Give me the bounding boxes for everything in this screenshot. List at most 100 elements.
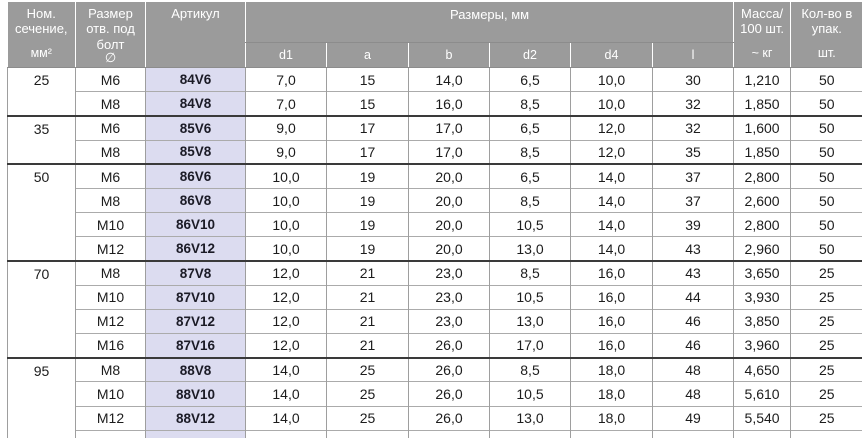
cell-dim-l: 35: [651, 139, 734, 165]
header-section-unit: мм²: [30, 46, 52, 61]
cell-dim-l: 43: [651, 236, 734, 261]
cell-bolt-size: M8: [75, 91, 146, 116]
cell-mass: 4,650: [733, 356, 791, 382]
cell-dim-a: 19: [326, 212, 409, 237]
cell-article: 85V8: [145, 139, 246, 165]
header-article-title: Артикул: [171, 6, 220, 21]
cell-dim-d1: 10,0: [245, 187, 327, 213]
cell-dim-l: 32: [651, 91, 734, 116]
header-dim-d1: d1: [245, 42, 327, 69]
cell-mass: 3,650: [733, 259, 791, 286]
cell-dim-d2: 8,5: [489, 259, 571, 286]
cell-bolt-size: M8: [75, 259, 146, 286]
cell-qty: 50: [790, 212, 862, 237]
cell-dim-d2: 6,5: [489, 163, 571, 189]
cell-dim: [651, 429, 734, 438]
header-row-main: Ном. сечение, мм² Размер отв. под болт ∅: [7, 2, 862, 68]
cell-article: 84V8: [145, 91, 246, 116]
table-row: 70 M8 87V8 12,0 21 23,0 8,5 16,0 43 3,650 25: [7, 259, 862, 358]
cell-dim-d1: 10,0: [245, 163, 327, 189]
cell-mass: 5,540: [733, 405, 791, 431]
cell-qty: 25: [790, 259, 862, 286]
header-mass-column: Масса/ 100 шт. ~ кг: [733, 2, 791, 68]
cell-dim-d4: 18,0: [570, 405, 653, 431]
cell-bolt-size: M6: [75, 67, 146, 92]
cell-dim-l: 49: [651, 405, 734, 431]
cell-mass: [733, 429, 791, 438]
cell-article: 88V12: [145, 405, 246, 431]
cell-dim-a: 19: [326, 236, 409, 261]
cell-bolt-size: M10: [75, 381, 146, 407]
header-bolt-line1: Размер: [88, 6, 133, 21]
cell-article: 86V12: [145, 236, 246, 261]
cell-qty: 25: [790, 333, 862, 358]
cell-mass: 1,600: [733, 114, 791, 141]
cell-dim-d1: 9,0: [245, 139, 327, 165]
table-row: M8 85V8 9,0 17 17,0 8,5 12,0 35 1,850 50: [8, 139, 862, 165]
cell-mass: 1,210: [733, 67, 791, 92]
cell-bolt-size: M16: [75, 333, 146, 358]
cell-bolt-size: M10: [75, 284, 146, 310]
cell-dim-a: 25: [326, 405, 409, 431]
cell-mass: 2,600: [733, 187, 791, 213]
cell-dim-l: 48: [651, 356, 734, 382]
cell-dim-b: 17,0: [408, 139, 490, 165]
table-row: M12 86V12 10,0 19 20,0 13,0 14,0 43 2,960 50: [8, 236, 862, 261]
header-section-column: Ном. сечение, мм²: [7, 2, 76, 68]
cell-dim-l: 43: [651, 259, 734, 286]
table-row: 95 M8 88V8 14,0 25 26,0 8,5 18,0 48 4,650 25: [7, 356, 862, 438]
header-bolt-line2: отв. под: [86, 21, 135, 37]
cell-qty: 25: [790, 284, 862, 310]
cell-dim-d4: 10,0: [570, 91, 653, 116]
cell-section: 50: [7, 163, 76, 261]
table-row: M10 87V10 12,0 21 23,0 10,5 16,0 44 3,930 25: [8, 284, 862, 310]
table-body: 25 M6 84V6 7,0 15 14,0 6,5 10,0 30 1,210 50 M8 84V8 7…: [7, 67, 862, 438]
cell-dim-d1: 14,0: [245, 356, 327, 382]
cell-dim-l: 48: [651, 381, 734, 407]
table-header: Ном. сечение, мм² Размер отв. под болт ∅: [7, 2, 862, 69]
header-mass-unit: ~ кг: [751, 46, 773, 61]
cell-dim-d4: 14,0: [570, 187, 653, 213]
cell-mass: 3,930: [733, 284, 791, 310]
cell-dim-d2: 8,5: [489, 356, 571, 382]
cell-dim-d2: 17,0: [489, 333, 571, 358]
cell-dim-d1: 7,0: [245, 67, 327, 92]
cell-dim-b: 23,0: [408, 259, 490, 286]
table-row: M12 88V12 14,0 25 26,0 13,0 18,0 49 5,540 25: [8, 405, 862, 431]
cell-dim-a: 21: [326, 333, 409, 358]
cell-dim-d4: 16,0: [570, 259, 653, 286]
cell-bolt-size: M8: [75, 187, 146, 213]
cell-dim-b: 16,0: [408, 91, 490, 116]
cell-section: 70: [7, 260, 76, 358]
cell-dim-l: 46: [651, 333, 734, 358]
cell-dim-l: 37: [651, 187, 734, 213]
cell-dim-d4: 16,0: [570, 308, 653, 334]
cell-dim-d4: 14,0: [570, 212, 653, 237]
cell-dim-l: 39: [651, 212, 734, 237]
cell-dim-d4: 16,0: [570, 284, 653, 310]
cell-bolt-size: [75, 429, 146, 438]
cell-bolt-size: M12: [75, 308, 146, 334]
cell-dim-b: 23,0: [408, 284, 490, 310]
cell-dim-a: 15: [326, 91, 409, 116]
cell-dim-d2: 6,5: [489, 67, 571, 92]
cell-dim-d2: 6,5: [489, 114, 571, 141]
cell-dim-b: 26,0: [408, 356, 490, 382]
cell-dim-a: 21: [326, 259, 409, 286]
header-dimensions-group: Размеры, мм: [244, 2, 734, 43]
header-qty-unit: шт.: [817, 46, 836, 61]
cell-article: 88V8: [145, 356, 246, 382]
cell-dim-a: 19: [326, 163, 409, 189]
cell-section: 25: [7, 67, 76, 116]
cell-dim-b: 26,0: [408, 381, 490, 407]
cell-dim-b: 26,0: [408, 405, 490, 431]
header-qty-line2: упак.: [811, 21, 842, 37]
header-mass-line1: Масса/: [741, 6, 784, 21]
table-row-cutoff: [8, 429, 862, 438]
cell-dim-a: 21: [326, 284, 409, 310]
cell-mass: 2,800: [733, 212, 791, 237]
cell-dim-d2: 8,5: [489, 91, 571, 116]
cell-dim-l: 46: [651, 308, 734, 334]
cell-dim-d1: 14,0: [245, 381, 327, 407]
cell-qty: 50: [790, 114, 862, 141]
